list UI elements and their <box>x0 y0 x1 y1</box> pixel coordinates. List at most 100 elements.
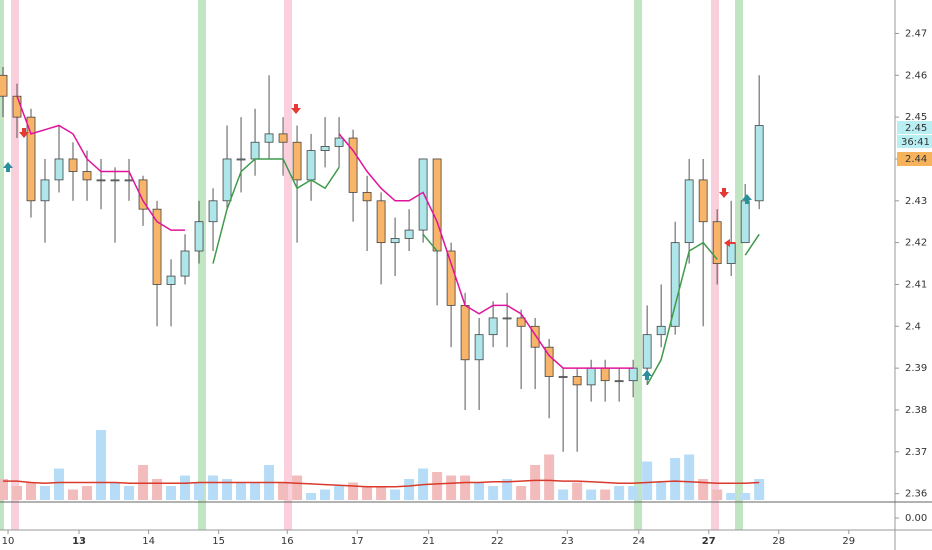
volume-bar <box>586 489 597 500</box>
volume-bar <box>222 479 233 500</box>
volume-bar <box>362 486 373 500</box>
volume-bar <box>278 482 289 500</box>
x-tick-label: 22 <box>491 536 504 547</box>
volume-bar <box>516 486 527 500</box>
volume-bar <box>40 486 51 500</box>
volume-bar <box>754 479 765 500</box>
candle-body <box>600 367 610 382</box>
candle-body <box>698 179 708 223</box>
countdown: 36:41 <box>901 137 930 148</box>
x-tick-label: 14 <box>142 536 155 547</box>
volume-bar <box>558 489 569 500</box>
volume-bar <box>54 468 65 500</box>
volume-bar <box>600 489 611 500</box>
candle-body <box>320 146 330 152</box>
volume-bar <box>68 489 79 500</box>
volume-bar <box>712 489 723 500</box>
candle-body <box>250 141 260 160</box>
y-tick-label: 2.39 <box>905 363 927 374</box>
volume-bar <box>404 479 415 500</box>
candle-body <box>488 317 498 336</box>
candle-body <box>152 208 162 285</box>
volume-bar <box>306 493 317 500</box>
x-tick-label: 24 <box>632 536 645 547</box>
candle-body <box>558 376 568 378</box>
volume-bar <box>502 479 513 500</box>
candle-body <box>516 317 526 327</box>
candle-body <box>278 133 288 143</box>
candle-body <box>236 158 246 161</box>
y-tick-label: 2.4 <box>905 321 921 332</box>
volume-bar <box>320 489 331 500</box>
indicator-line <box>212 158 760 386</box>
candle-body <box>530 325 540 348</box>
candle-body <box>362 192 372 202</box>
last-price-label: 2.45 <box>905 123 927 134</box>
candle-body <box>54 158 64 181</box>
sell-band <box>284 0 292 530</box>
candle-body <box>348 137 358 193</box>
candle-body <box>376 200 386 244</box>
volume-bar <box>376 486 387 500</box>
volume-bar <box>250 482 261 500</box>
volume-bar <box>390 489 401 500</box>
candle-body <box>544 346 554 377</box>
last-price-badge <box>897 121 932 134</box>
volume-bar <box>124 486 135 500</box>
volume-bar <box>614 486 625 500</box>
candle-body <box>334 137 344 147</box>
y-tick-label: 2.46 <box>905 70 927 81</box>
volume-bar <box>684 454 695 500</box>
x-tick-label: 28 <box>772 536 785 547</box>
volume-bar <box>208 475 219 500</box>
y-tick-label: 2.41 <box>905 279 927 290</box>
volume-bar <box>348 482 359 500</box>
y-tick-label: 2.43 <box>905 196 927 207</box>
volume-bar <box>194 482 205 500</box>
buy-arrow <box>642 370 652 380</box>
volume-bar <box>82 486 93 500</box>
volume-bar <box>432 472 443 500</box>
candle-body <box>40 179 50 202</box>
volume-bar <box>656 482 667 500</box>
candle-body <box>502 317 512 320</box>
volume-bar <box>334 486 345 500</box>
indicator-line <box>3 479 760 488</box>
candle-body <box>306 150 316 181</box>
buy-arrow <box>742 194 752 204</box>
volume-bar <box>26 482 37 500</box>
volume-bar <box>96 430 107 500</box>
sell-band <box>11 0 19 530</box>
sell-arrow <box>719 188 729 198</box>
y-tick-label: 2.36 <box>905 489 927 500</box>
volume-bar <box>460 475 471 500</box>
candle-body <box>180 250 190 277</box>
candle-body <box>194 221 204 252</box>
indicator-line <box>16 95 634 369</box>
x-tick-label: 27 <box>702 536 716 547</box>
volume-bar <box>488 486 499 500</box>
candle-body <box>684 179 694 244</box>
candle-body <box>390 238 400 244</box>
candle-body <box>82 171 92 181</box>
countdown-badge <box>897 135 932 148</box>
y-tick-label: 2.45 <box>905 112 927 123</box>
candle-body <box>712 221 722 264</box>
signal-arrows <box>3 104 752 380</box>
x-tick-label: 15 <box>212 536 225 547</box>
candle-body <box>264 133 274 143</box>
x-tick-label: 10 <box>2 536 15 547</box>
candle-body <box>614 380 624 383</box>
candle-body <box>208 200 218 223</box>
buy-band <box>735 0 743 530</box>
buy-arrow <box>3 162 13 172</box>
y-tick-label: 2.42 <box>905 238 927 249</box>
x-tick-label: 16 <box>281 536 294 547</box>
x-tick-label: 21 <box>422 536 435 547</box>
candle-body <box>656 325 666 336</box>
candle-body <box>404 229 414 239</box>
candle-body <box>110 179 120 182</box>
candle-body <box>124 179 134 182</box>
volume-bar <box>446 475 457 500</box>
